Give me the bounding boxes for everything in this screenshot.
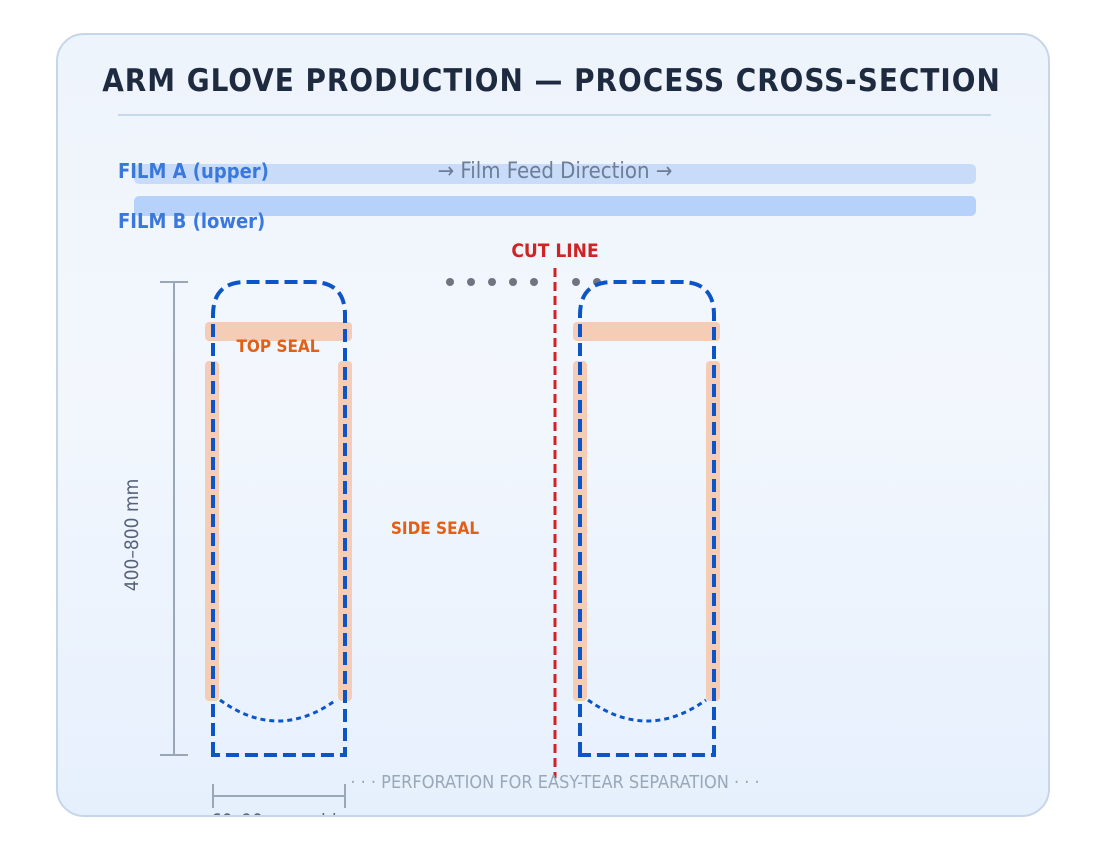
film-a-strip xyxy=(134,164,976,184)
film-b-strip xyxy=(134,196,976,216)
feed-direction-label: → Film Feed Direction → xyxy=(438,159,673,184)
side-seal-right-b xyxy=(706,361,720,701)
continuation-dots xyxy=(446,278,601,286)
glove-outline-right xyxy=(578,280,716,757)
glove-left xyxy=(205,280,352,757)
top-seal-band-right xyxy=(573,322,720,341)
side-seal-label: SIDE SEAL xyxy=(391,519,479,539)
glove-outline-left xyxy=(211,280,347,757)
width-dimension xyxy=(212,784,346,808)
length-dimension-label: 400–800 mm xyxy=(121,479,143,592)
side-seal-left-a xyxy=(205,361,219,701)
finger-curve-right xyxy=(587,698,707,723)
top-seal-band-left xyxy=(205,322,352,341)
length-dimension xyxy=(160,281,188,756)
glove-right xyxy=(573,280,720,757)
film-a-label: FILM A (upper) xyxy=(118,159,269,183)
perforation-label: · · · PERFORATION FOR EASY-TEAR SEPARATI… xyxy=(350,772,759,793)
page-title: ARM GLOVE PRODUCTION — PROCESS CROSS-SEC… xyxy=(102,63,1001,99)
diagram-card xyxy=(56,33,1050,817)
finger-curve-left xyxy=(219,698,337,723)
top-seal-label: TOP SEAL xyxy=(236,337,319,357)
title-divider xyxy=(118,114,991,116)
side-seal-right-a xyxy=(573,361,587,701)
film-b-label: FILM B (lower) xyxy=(118,209,265,233)
cut-line-label: CUT LINE xyxy=(511,240,598,262)
width-dimension-label: 60–90 mm wide xyxy=(211,810,347,832)
